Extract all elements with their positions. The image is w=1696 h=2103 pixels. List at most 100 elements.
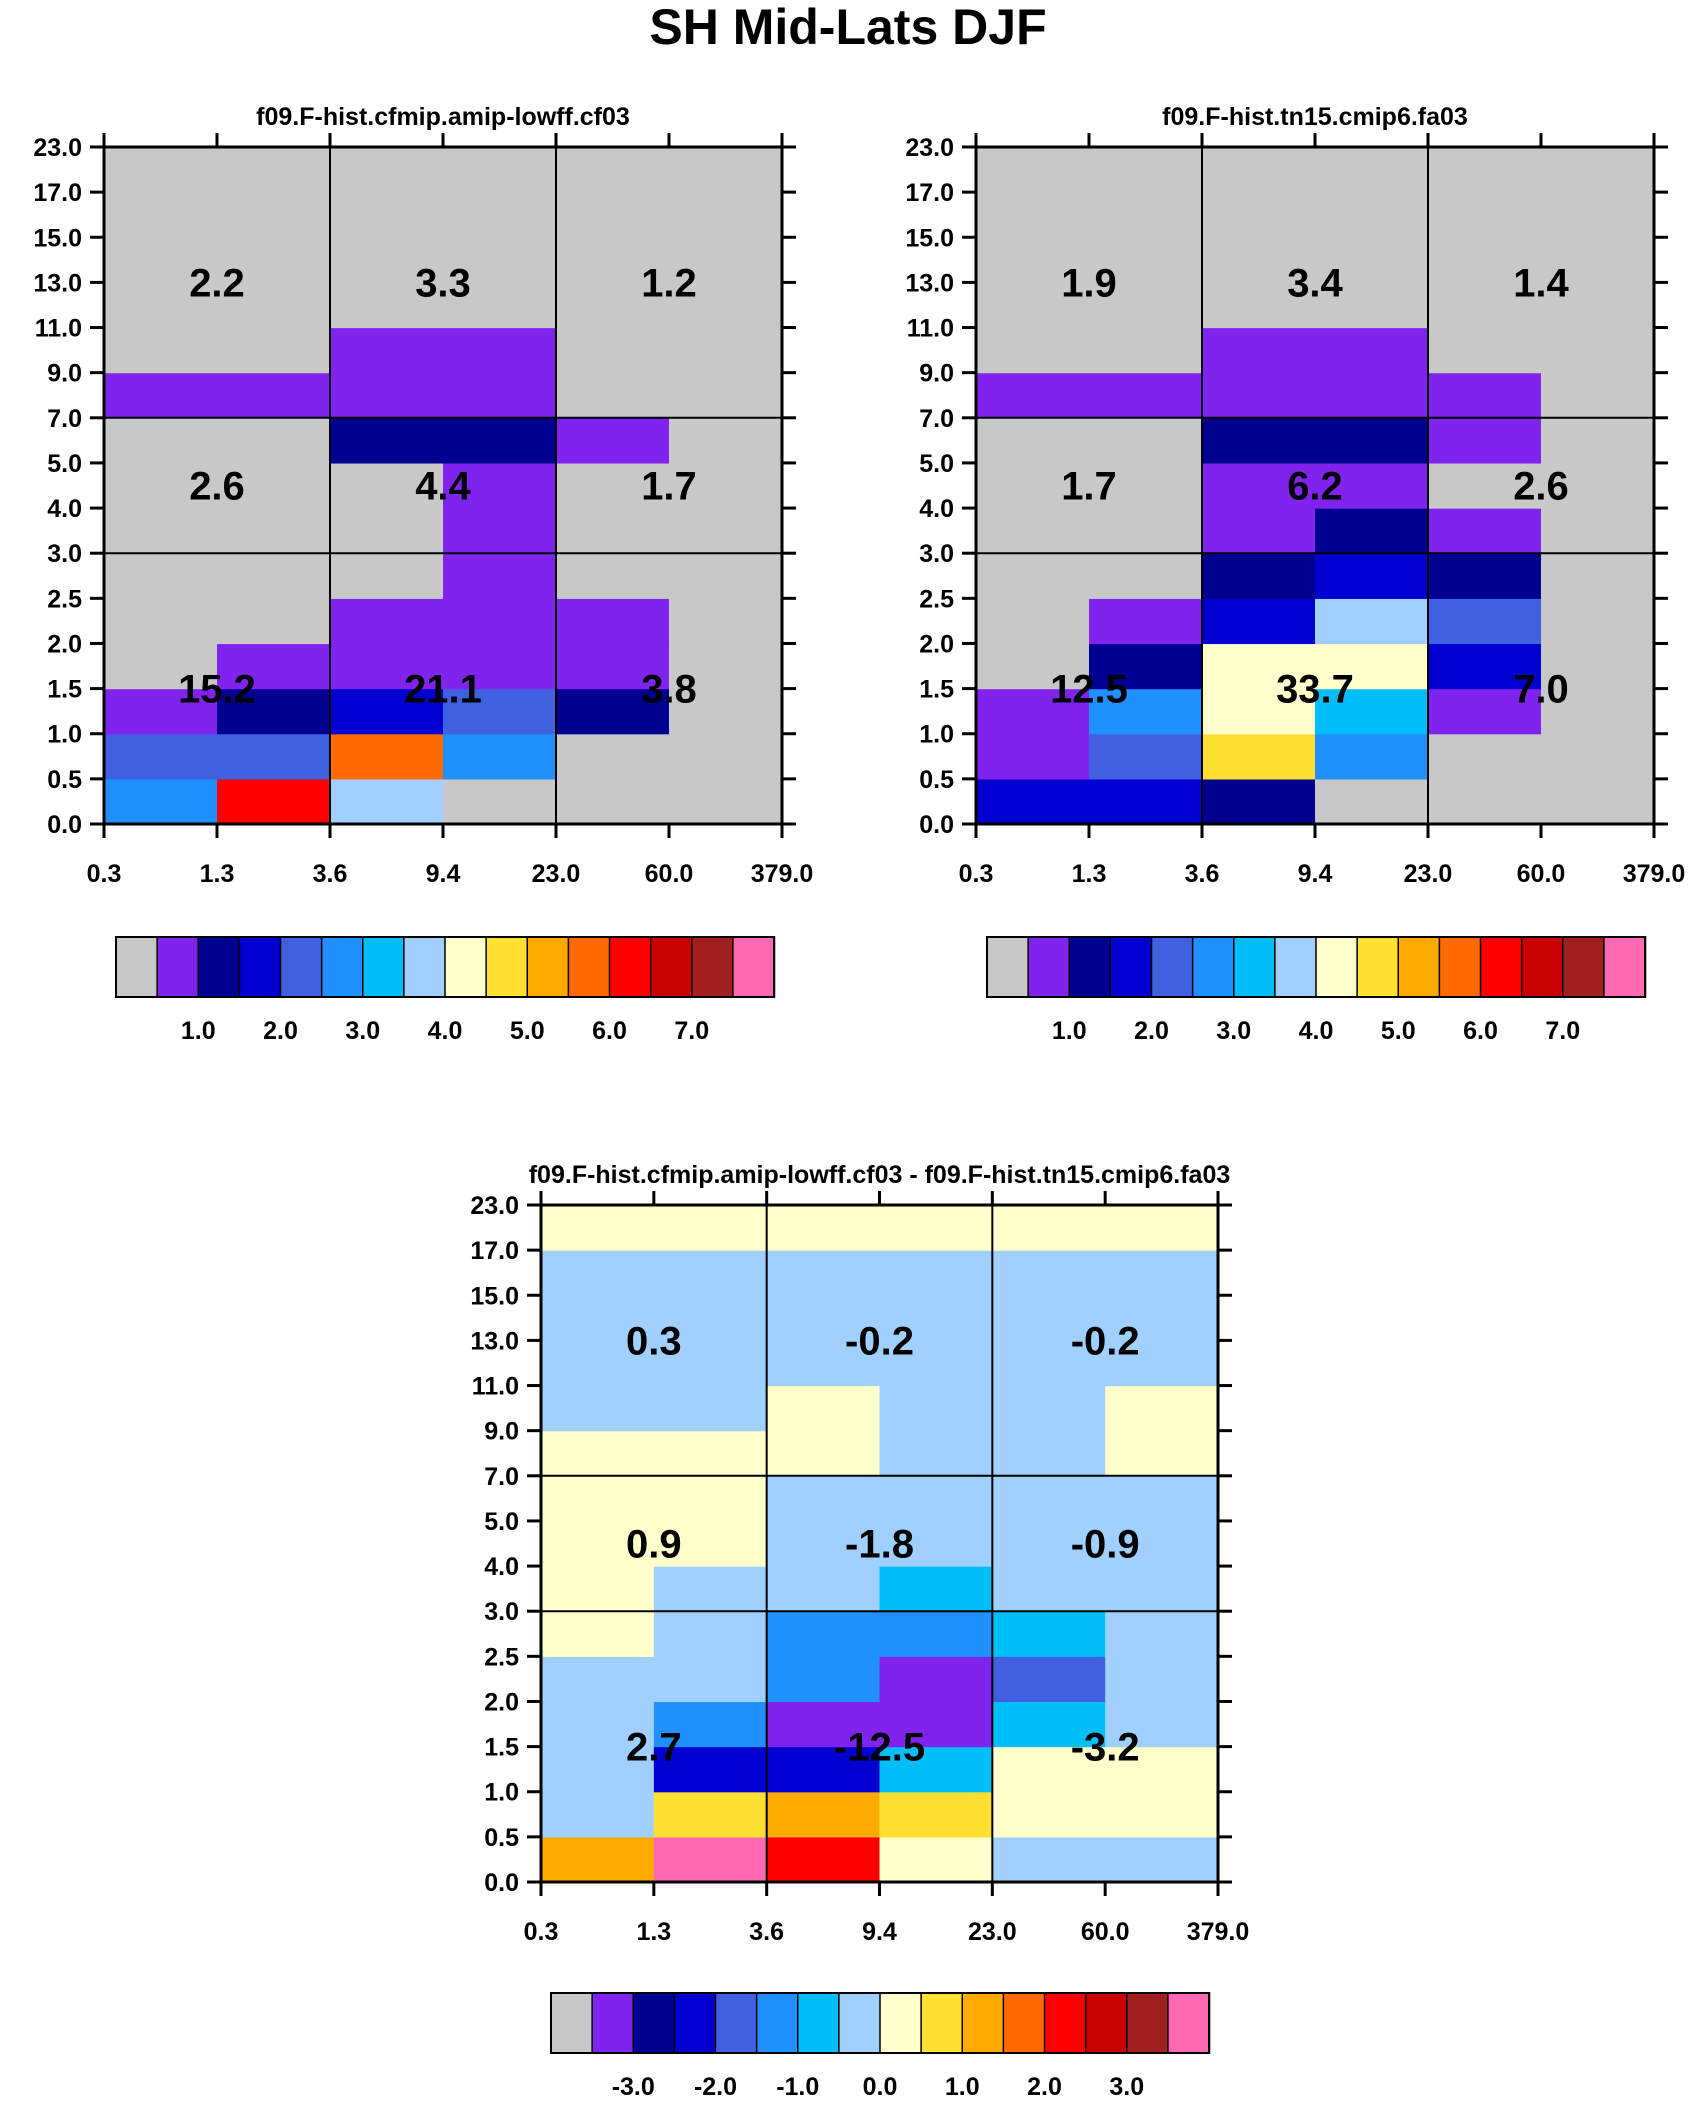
colorbar-swatch: [403, 936, 447, 998]
heatmap-cell: [766, 1791, 881, 1838]
colorbar-tick-label: 6.0: [592, 1017, 627, 1045]
heatmap-cell: [330, 508, 444, 554]
colorbar-swatch: [1150, 936, 1194, 998]
y-tick-label: 13.0: [470, 1327, 519, 1355]
colorbar-swatch: [1274, 936, 1318, 998]
y-tick-label: 17.0: [470, 1237, 519, 1265]
x-tick-label: 3.6: [749, 1918, 784, 1946]
heatmap-cell: [669, 417, 783, 464]
heatmap-cell: [217, 417, 331, 464]
heatmap-cell: [1089, 733, 1203, 780]
heatmap-cell: [1202, 282, 1316, 329]
heatmap-cell: [653, 1385, 768, 1432]
y-tick-label: 17.0: [33, 179, 82, 207]
heatmap-cell: [104, 417, 218, 464]
heatmap-cell: [1428, 643, 1542, 690]
heatmap-cell: [104, 327, 218, 374]
colorbar-swatch: [115, 936, 159, 998]
colorbar-tick-label: 4.0: [428, 1017, 463, 1045]
heatmap-cell: [443, 417, 557, 464]
heatmap-cell: [879, 1611, 993, 1657]
heatmap-cell: [976, 147, 1090, 193]
box-value-label: 1.4: [1513, 261, 1569, 305]
heatmap-cell: [1541, 282, 1655, 329]
heatmap-cell: [1315, 282, 1429, 329]
colorbar-tick-label: 3.0: [1109, 2073, 1144, 2101]
heatmap-cell: [669, 778, 783, 825]
x-tick-label: 1.3: [200, 860, 235, 888]
heatmap-cell: [443, 733, 557, 780]
colorbar-tick-label: 2.0: [1027, 2073, 1062, 2101]
colorbar-swatch: [1520, 936, 1565, 998]
heatmap-cell: [1428, 598, 1542, 645]
heatmap-cell: [1202, 237, 1316, 283]
y-tick-label: 4.0: [484, 1553, 519, 1581]
heatmap-cell: [1089, 372, 1203, 419]
heatmap-cell: [1202, 462, 1316, 509]
heatmap-cell: [766, 1656, 881, 1703]
heatmap-cell: [1105, 1520, 1219, 1567]
heatmap-panel-2: f09.F-hist.tn15.cmip6.fa03 0.0 0.5 1.0 1.5 2.…: [905, 103, 1685, 1045]
heatmap-cell: [330, 237, 444, 283]
heatmap-cell: [1315, 237, 1429, 283]
panel-title: f09.F-hist.cfmip.amip-lowff.cf03 - f09.F…: [529, 1161, 1231, 1189]
y-tick-label: 9.0: [484, 1418, 519, 1446]
heatmap-cell: [1428, 372, 1542, 419]
x-tick-label: 1.3: [636, 1918, 671, 1946]
heatmap-cell: [766, 1430, 881, 1477]
heatmap-cell: [653, 1520, 768, 1567]
colorbar-swatch: [526, 936, 570, 998]
heatmap-cell: [669, 733, 783, 780]
y-tick-label: 11.0: [907, 315, 954, 343]
colorbar-swatch: [732, 936, 776, 998]
colorbar-swatch: [550, 1992, 594, 2054]
heatmap-cell: [879, 1566, 993, 1612]
heatmap-cell: [217, 147, 331, 193]
heatmap-cell: [330, 778, 444, 825]
heatmap-cell: [976, 598, 1090, 645]
heatmap-cell: [104, 282, 218, 329]
colorbar-tick-label: 2.0: [1134, 1017, 1169, 1045]
box-value-label: 2.6: [189, 465, 245, 509]
colorbar-swatch: [838, 1992, 882, 2054]
colorbar-swatch: [1068, 936, 1112, 998]
y-tick-label: 7.0: [484, 1463, 519, 1491]
y-tick-label: 11.0: [472, 1373, 519, 1401]
heatmap-cell: [217, 508, 331, 554]
colorbar-swatch: [279, 936, 323, 998]
x-tick-label: 379.0: [751, 860, 814, 888]
colorbar-swatch: [755, 1992, 800, 2054]
heatmap-cell: [443, 598, 557, 645]
heatmap-cell: [330, 553, 444, 599]
panel-title: f09.F-hist.cfmip.amip-lowff.cf03: [256, 103, 630, 131]
heatmap-cell: [541, 1205, 655, 1251]
colorbar-tick-label: 1.0: [1052, 1017, 1087, 1045]
heatmap-cell: [766, 1566, 881, 1612]
heatmap-cell: [879, 1520, 993, 1567]
colorbar-swatch: [197, 936, 241, 998]
y-tick-label: 15.0: [33, 224, 82, 252]
heatmap-cell: [1202, 372, 1316, 419]
heatmap-cell: [541, 1385, 655, 1432]
heatmap-cell: [330, 147, 444, 193]
heatmap-cell: [976, 417, 1090, 464]
heatmap-cell: [217, 643, 331, 690]
heatmap-cell: [556, 237, 670, 283]
heatmap-cell: [217, 553, 331, 599]
x-tick-label: 23.0: [532, 860, 581, 888]
box-value-label: 4.4: [415, 465, 471, 509]
box-value-label: 1.2: [641, 261, 697, 305]
y-tick-label: 3.0: [484, 1598, 519, 1626]
heatmap-cell: [1105, 1701, 1219, 1748]
heatmap-cell: [1315, 462, 1429, 509]
colorbar-swatch: [961, 1992, 1005, 2054]
heatmap-cell: [669, 282, 783, 329]
colorbar-tick-label: 5.0: [510, 1017, 545, 1045]
heatmap-cell: [556, 147, 670, 193]
heatmap-cell: [1315, 508, 1429, 554]
heatmap-cell: [217, 237, 331, 283]
heatmap-cell: [879, 1791, 993, 1838]
heatmap-cell: [766, 1385, 881, 1432]
heatmap-cell: [669, 553, 783, 599]
colorbar-frame: [550, 1992, 1210, 2054]
